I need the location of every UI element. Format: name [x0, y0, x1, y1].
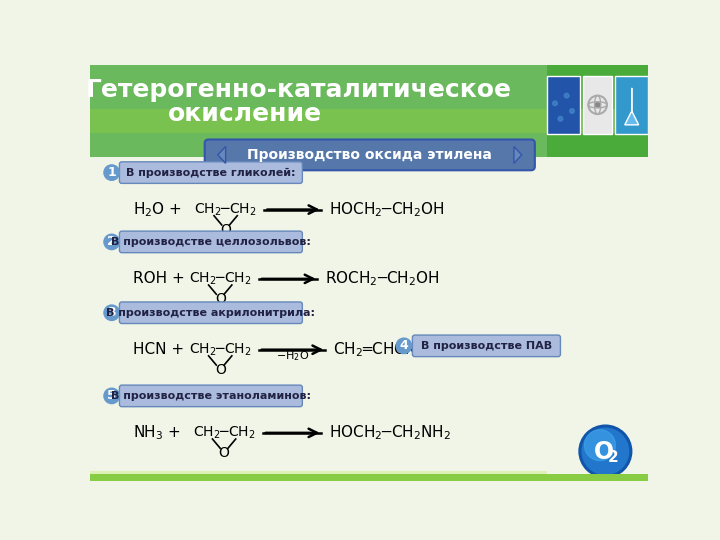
Text: Гетерогенно-каталитическое: Гетерогенно-каталитическое — [86, 78, 512, 102]
Text: ROCH$_2$─CH$_2$OH: ROCH$_2$─CH$_2$OH — [325, 269, 440, 288]
FancyBboxPatch shape — [413, 335, 560, 356]
FancyBboxPatch shape — [90, 475, 648, 481]
Text: В производстве целлозольвов:: В производстве целлозольвов: — [111, 237, 311, 247]
Text: CH$_2$─CH$_2$: CH$_2$─CH$_2$ — [189, 271, 251, 287]
Text: CH$_2$─CH$_2$: CH$_2$─CH$_2$ — [193, 424, 256, 441]
Polygon shape — [218, 146, 225, 164]
Circle shape — [595, 102, 600, 108]
Circle shape — [553, 101, 557, 106]
Circle shape — [564, 93, 569, 98]
FancyBboxPatch shape — [90, 110, 648, 132]
Circle shape — [585, 430, 616, 461]
Circle shape — [582, 428, 629, 475]
Polygon shape — [625, 88, 639, 125]
Text: O: O — [215, 292, 225, 306]
Text: 5: 5 — [107, 389, 116, 402]
Text: $-$H$_2$O: $-$H$_2$O — [276, 349, 309, 363]
FancyBboxPatch shape — [120, 231, 302, 253]
Circle shape — [396, 338, 412, 354]
FancyBboxPatch shape — [120, 385, 302, 407]
FancyBboxPatch shape — [90, 471, 547, 475]
FancyBboxPatch shape — [583, 76, 612, 134]
Text: H$_2$O +: H$_2$O + — [132, 200, 181, 219]
Text: HOCH$_2$─CH$_2$NH$_2$: HOCH$_2$─CH$_2$NH$_2$ — [329, 423, 451, 442]
Text: В производстве ПАВ: В производстве ПАВ — [421, 341, 552, 351]
Circle shape — [104, 234, 120, 249]
Text: 1: 1 — [107, 166, 116, 179]
Text: 4: 4 — [400, 339, 408, 353]
FancyBboxPatch shape — [90, 65, 648, 157]
Circle shape — [579, 425, 631, 477]
Text: HOCH$_2$─CH$_2$OH: HOCH$_2$─CH$_2$OH — [329, 200, 444, 219]
Text: HCN +: HCN + — [132, 342, 184, 357]
Polygon shape — [514, 146, 522, 164]
Text: В производстве гликолей:: В производстве гликолей: — [126, 167, 296, 178]
Circle shape — [104, 305, 120, 320]
Text: CH$_2$─CH$_2$: CH$_2$─CH$_2$ — [189, 341, 251, 358]
Circle shape — [104, 388, 120, 403]
Text: ROH +: ROH + — [132, 272, 184, 286]
Text: Производство оксида этилена: Производство оксида этилена — [248, 148, 492, 162]
Text: O: O — [594, 440, 614, 464]
Circle shape — [104, 165, 120, 180]
Circle shape — [570, 109, 575, 113]
Text: CH$_2$─CH$_2$: CH$_2$─CH$_2$ — [194, 201, 257, 218]
Text: O: O — [220, 222, 231, 237]
Text: 2: 2 — [107, 235, 116, 248]
Text: CH$_2$═CHCN: CH$_2$═CHCN — [333, 340, 416, 359]
Text: окисление: окисление — [168, 102, 322, 126]
FancyBboxPatch shape — [120, 162, 302, 184]
FancyBboxPatch shape — [90, 65, 547, 157]
Circle shape — [558, 117, 563, 121]
FancyBboxPatch shape — [120, 302, 302, 323]
FancyBboxPatch shape — [616, 76, 648, 134]
Text: 2: 2 — [608, 450, 618, 465]
Text: В производстве акрилонитрила:: В производстве акрилонитрила: — [107, 308, 315, 318]
FancyBboxPatch shape — [204, 139, 535, 170]
Text: O: O — [215, 363, 225, 377]
Text: В производстве этаноламинов:: В производстве этаноламинов: — [111, 391, 311, 401]
Text: NH$_3$ +: NH$_3$ + — [132, 423, 181, 442]
FancyBboxPatch shape — [547, 76, 580, 134]
Text: O: O — [219, 446, 230, 460]
Text: 3: 3 — [107, 306, 116, 319]
